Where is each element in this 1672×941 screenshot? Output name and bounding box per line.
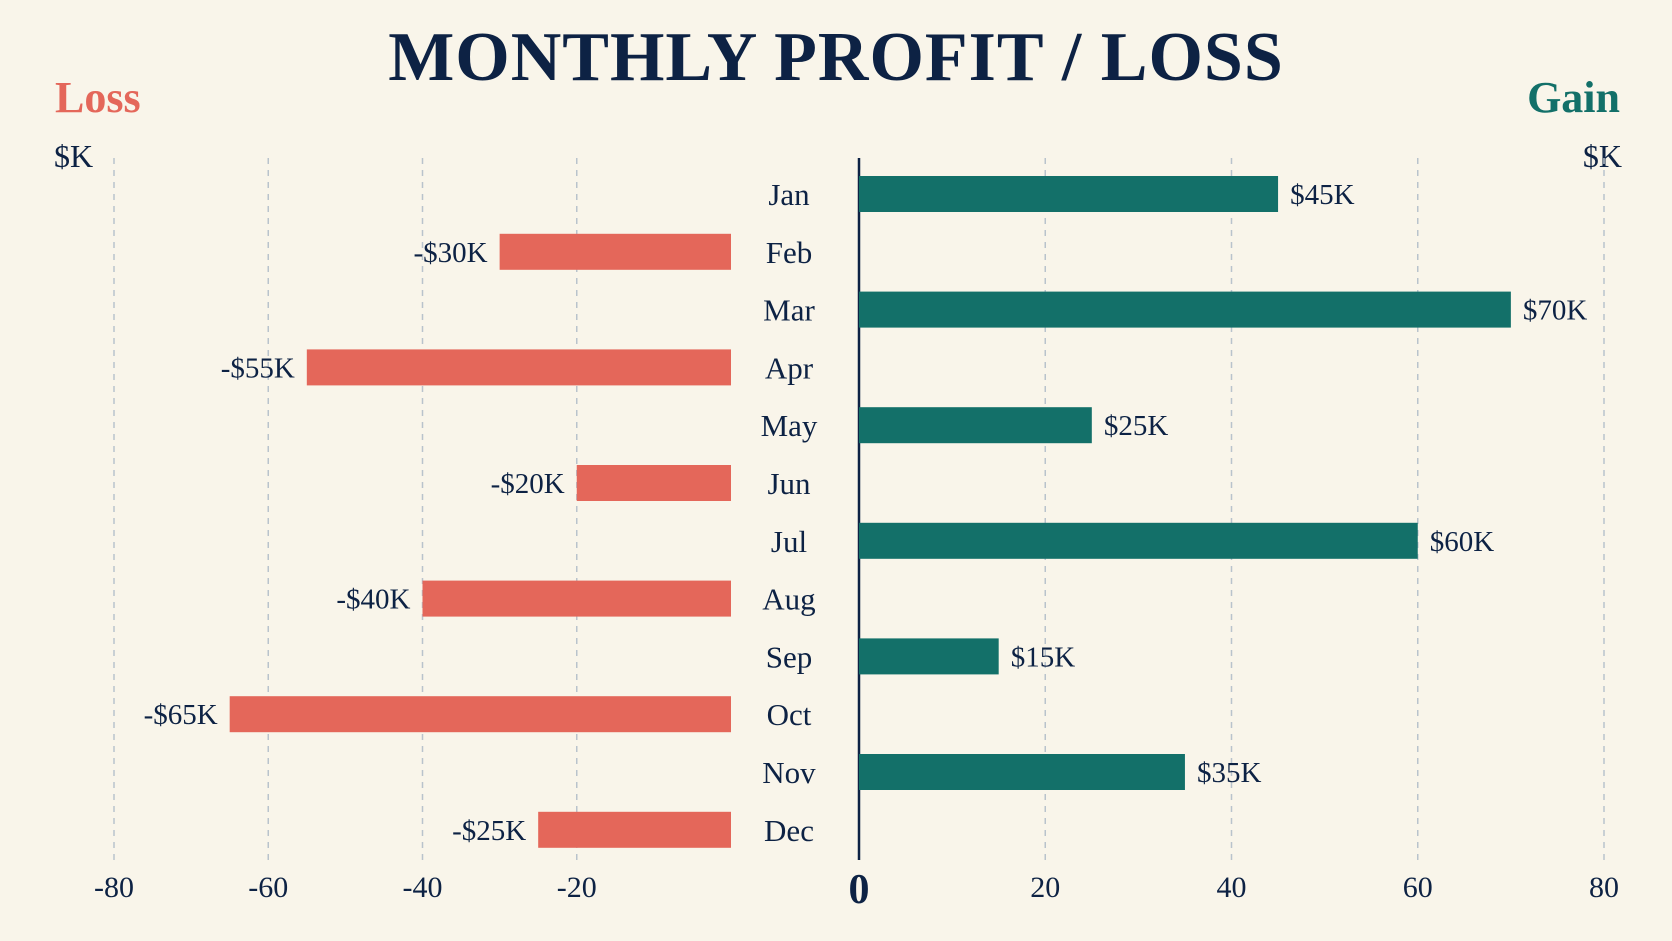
data-label: $35K bbox=[1197, 757, 1262, 789]
category-label: Jul bbox=[771, 524, 807, 559]
left-unit-label: $K bbox=[54, 138, 94, 174]
data-label: -$20K bbox=[491, 468, 565, 500]
category-label: Feb bbox=[766, 235, 813, 270]
gain-bar bbox=[859, 638, 999, 675]
category-label: Jun bbox=[767, 466, 811, 501]
category-label: Aug bbox=[762, 582, 815, 617]
gain-side-label: Gain bbox=[1527, 73, 1620, 122]
data-label: -$30K bbox=[414, 237, 488, 269]
gain-bar bbox=[859, 176, 1279, 212]
loss-bar bbox=[538, 811, 731, 848]
x-tick-label: 0 bbox=[849, 867, 870, 913]
category-label: May bbox=[761, 408, 818, 443]
data-label: -$25K bbox=[452, 815, 526, 847]
data-label: $45K bbox=[1290, 179, 1355, 211]
data-label: -$40K bbox=[336, 584, 410, 616]
x-tick-label: -80 bbox=[94, 871, 134, 904]
gain-bar bbox=[859, 407, 1092, 444]
x-tick-label: 20 bbox=[1030, 871, 1060, 904]
data-label: $15K bbox=[1011, 641, 1076, 673]
gain-bar bbox=[859, 291, 1511, 328]
data-label: $25K bbox=[1104, 410, 1169, 442]
loss-side-label: Loss bbox=[55, 73, 141, 122]
category-label: Nov bbox=[762, 755, 816, 790]
loss-bar bbox=[422, 580, 731, 617]
category-label: Sep bbox=[766, 639, 813, 674]
data-label: -$65K bbox=[144, 699, 218, 731]
loss-bar bbox=[499, 233, 731, 270]
x-tick-label: 60 bbox=[1403, 871, 1433, 904]
gain-bar bbox=[859, 522, 1418, 559]
right-unit-label: $K bbox=[1582, 138, 1622, 174]
loss-bar bbox=[306, 349, 731, 386]
data-label: $60K bbox=[1430, 526, 1495, 558]
x-tick-label: 80 bbox=[1589, 871, 1619, 904]
category-label: Dec bbox=[764, 813, 814, 848]
gain-bar bbox=[859, 754, 1185, 790]
x-tick-label: -40 bbox=[403, 871, 443, 904]
x-tick-label: -20 bbox=[557, 871, 597, 904]
chart-title: MONTHLY PROFIT / LOSS bbox=[388, 19, 1284, 96]
category-label: Apr bbox=[765, 350, 814, 385]
category-label: Mar bbox=[763, 293, 815, 328]
data-label: $70K bbox=[1523, 295, 1588, 327]
loss-bar bbox=[576, 465, 731, 501]
category-label: Jan bbox=[768, 177, 810, 212]
category-label: Oct bbox=[767, 697, 812, 732]
x-tick-label: 40 bbox=[1217, 871, 1247, 904]
x-tick-label: -60 bbox=[248, 871, 288, 904]
data-label: -$55K bbox=[221, 352, 295, 384]
loss-bar bbox=[229, 696, 731, 733]
